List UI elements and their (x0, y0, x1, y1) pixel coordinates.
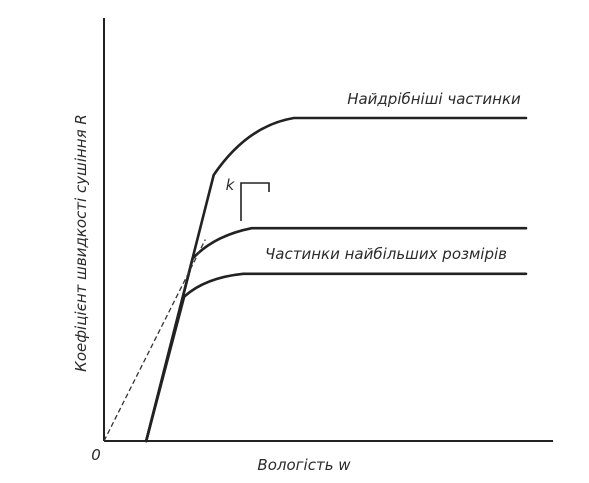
slope-label: k (226, 176, 236, 194)
y-axis-label: Коефіцієнт швидкості сушіння R (72, 114, 90, 372)
x-axis-label: Вологість w (257, 456, 351, 474)
slope-marker (240, 182, 270, 221)
legend-label-largest: Частинки найбільших розмірів (265, 245, 507, 263)
origin-label: 0 (91, 446, 101, 464)
series-finest-particles (144, 116, 528, 443)
tangent-line (103, 239, 206, 442)
series-largest-particles (144, 272, 528, 443)
legend-label-finest: Найдрібніші частинки (347, 90, 521, 108)
series-intermediate (144, 226, 528, 443)
series-layer (103, 116, 528, 443)
axes (103, 18, 553, 442)
